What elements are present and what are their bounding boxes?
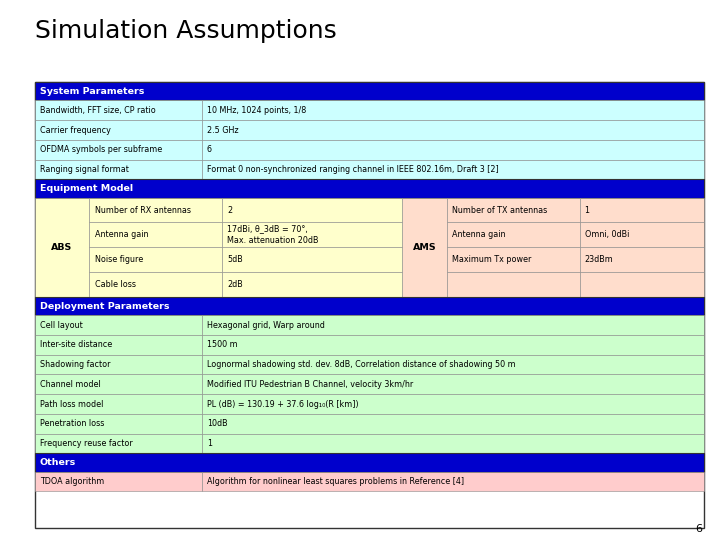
Text: 5dB: 5dB (227, 255, 243, 264)
Text: Max. attenuation 20dB: Max. attenuation 20dB (227, 237, 318, 245)
Text: Cell layout: Cell layout (40, 321, 82, 330)
Bar (89, 198, 222, 222)
Bar (35, 82, 704, 528)
Bar (35, 315, 202, 335)
Bar (89, 272, 222, 297)
Text: 10 MHz, 1024 points, 1/8: 10 MHz, 1024 points, 1/8 (207, 106, 306, 115)
Text: 2dB: 2dB (227, 280, 243, 289)
Text: Penetration loss: Penetration loss (40, 419, 104, 428)
Text: Channel model: Channel model (40, 380, 100, 389)
Text: ABS: ABS (51, 243, 73, 252)
Bar (35, 297, 704, 315)
Text: Omni, 0dBi: Omni, 0dBi (585, 231, 629, 239)
Text: Ranging signal format: Ranging signal format (40, 165, 128, 174)
Text: Hexagonal grid, Warp around: Hexagonal grid, Warp around (207, 321, 325, 330)
Bar (202, 100, 704, 120)
Bar (202, 414, 704, 434)
Text: 10dB: 10dB (207, 419, 228, 428)
Bar (35, 82, 704, 100)
Bar (447, 272, 580, 297)
Bar (202, 394, 704, 414)
Bar (35, 394, 202, 414)
Text: Simulation Assumptions: Simulation Assumptions (35, 19, 336, 43)
Text: Carrier frequency: Carrier frequency (40, 125, 110, 134)
Text: AMS: AMS (413, 243, 436, 252)
Bar (202, 120, 704, 140)
Bar (447, 247, 580, 272)
Text: Lognormal shadowing std. dev. 8dB, Correlation distance of shadowing 50 m: Lognormal shadowing std. dev. 8dB, Corre… (207, 360, 516, 369)
Text: Noise figure: Noise figure (94, 255, 143, 264)
Bar (447, 222, 580, 247)
Bar (35, 355, 202, 374)
Bar (202, 374, 704, 394)
Bar (35, 179, 704, 198)
Bar (89, 222, 222, 247)
Bar (202, 160, 704, 179)
Text: Cable loss: Cable loss (94, 280, 135, 289)
Bar (35, 198, 89, 297)
Text: Format 0 non-synchronized ranging channel in IEEE 802.16m, Draft 3 [2]: Format 0 non-synchronized ranging channe… (207, 165, 499, 174)
Bar (35, 414, 202, 434)
Text: 23dBm: 23dBm (585, 255, 613, 264)
Bar (222, 247, 402, 272)
Text: Algorithm for nonlinear least squares problems in Reference [4]: Algorithm for nonlinear least squares pr… (207, 477, 464, 486)
Text: TDOA algorithm: TDOA algorithm (40, 477, 104, 486)
Bar (202, 315, 704, 335)
Bar (202, 355, 704, 374)
Text: Number of TX antennas: Number of TX antennas (452, 206, 547, 214)
Bar (35, 434, 202, 453)
Bar (222, 272, 402, 297)
Bar (222, 198, 402, 222)
Bar (35, 374, 202, 394)
Text: Maximum Tx power: Maximum Tx power (452, 255, 531, 264)
Bar (580, 198, 704, 222)
Bar (35, 120, 202, 140)
Bar (35, 100, 202, 120)
Text: Antenna gain: Antenna gain (452, 231, 505, 239)
Text: Inter-site distance: Inter-site distance (40, 340, 112, 349)
Text: OFDMA symbols per subframe: OFDMA symbols per subframe (40, 145, 162, 154)
Text: 1: 1 (585, 206, 590, 214)
Text: Deployment Parameters: Deployment Parameters (40, 302, 169, 310)
Bar (580, 247, 704, 272)
Bar (402, 198, 447, 297)
Text: 2.5 GHz: 2.5 GHz (207, 125, 238, 134)
Text: 1: 1 (207, 439, 212, 448)
Text: 1500 m: 1500 m (207, 340, 238, 349)
Bar (447, 198, 580, 222)
Bar (35, 335, 202, 355)
Bar (35, 453, 704, 472)
Text: Others: Others (40, 458, 76, 467)
Text: 6: 6 (207, 145, 212, 154)
Text: Antenna gain: Antenna gain (94, 231, 148, 239)
Text: 6: 6 (695, 523, 702, 534)
Text: Frequency reuse factor: Frequency reuse factor (40, 439, 132, 448)
Text: Equipment Model: Equipment Model (40, 184, 132, 193)
Bar (35, 160, 202, 179)
Text: Modified ITU Pedestrian B Channel, velocity 3km/hr: Modified ITU Pedestrian B Channel, veloc… (207, 380, 413, 389)
Text: 17dBi, θ_3dB = 70°,: 17dBi, θ_3dB = 70°, (227, 225, 308, 233)
Bar (580, 222, 704, 247)
Bar (580, 272, 704, 297)
Text: Shadowing factor: Shadowing factor (40, 360, 110, 369)
Bar (202, 434, 704, 453)
Bar (35, 140, 202, 160)
Text: PL (dB) = 130.19 + 37.6 log₁₀(R [km]): PL (dB) = 130.19 + 37.6 log₁₀(R [km]) (207, 400, 359, 409)
Bar (202, 140, 704, 160)
Bar (202, 335, 704, 355)
Bar (202, 472, 704, 491)
Bar (89, 247, 222, 272)
Bar (35, 472, 202, 491)
Text: 2: 2 (227, 206, 233, 214)
Text: System Parameters: System Parameters (40, 87, 144, 96)
Text: Number of RX antennas: Number of RX antennas (94, 206, 191, 214)
Bar (222, 222, 402, 247)
Text: Bandwidth, FFT size, CP ratio: Bandwidth, FFT size, CP ratio (40, 106, 156, 115)
Text: Path loss model: Path loss model (40, 400, 103, 409)
